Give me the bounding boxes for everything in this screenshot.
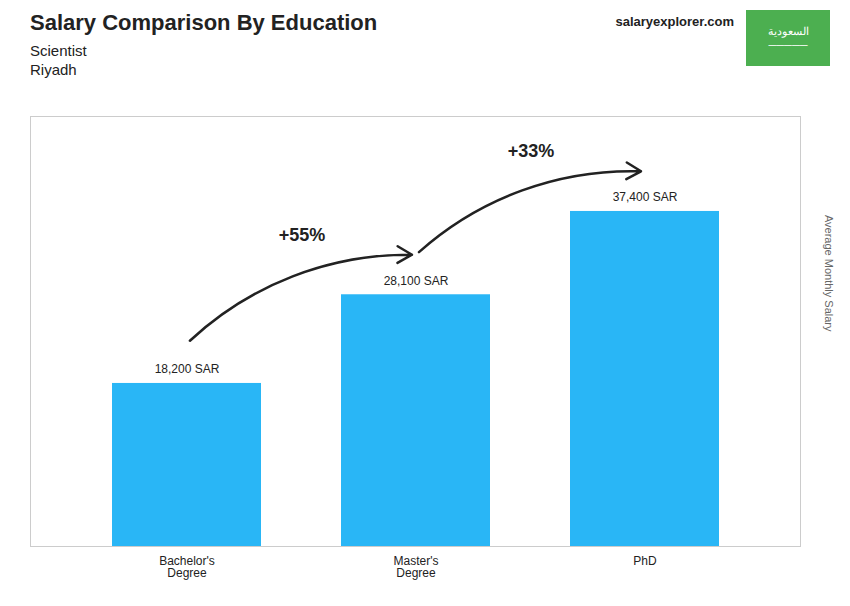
html-text:Salary Comparison By Education: Salary Comparison By Education [30,10,378,35]
svg-text:28,100 SAR: 28,100 SAR [384,274,449,288]
html-text:السعودية: السعودية [767,24,809,37]
svg-text:Average Monthly Salary: Average Monthly Salary [823,215,835,332]
html-text:salaryexplorer.com: salaryexplorer.com [615,14,734,29]
svg-text:18,200 SAR: 18,200 SAR [155,362,220,376]
svg-text:Master'sDegree: Master'sDegree [394,554,439,580]
svg-text:Bachelor'sDegree: Bachelor'sDegree [159,554,215,580]
html-text:Scientist: Scientist [30,42,87,59]
svg-text:+33%: +33% [508,141,555,161]
html-text:Riyadh: Riyadh [30,61,77,78]
svg-text:37,400 SAR: 37,400 SAR [613,190,678,204]
svg-text:+55%: +55% [279,225,326,245]
svg-text:PhD: PhD [633,554,657,568]
